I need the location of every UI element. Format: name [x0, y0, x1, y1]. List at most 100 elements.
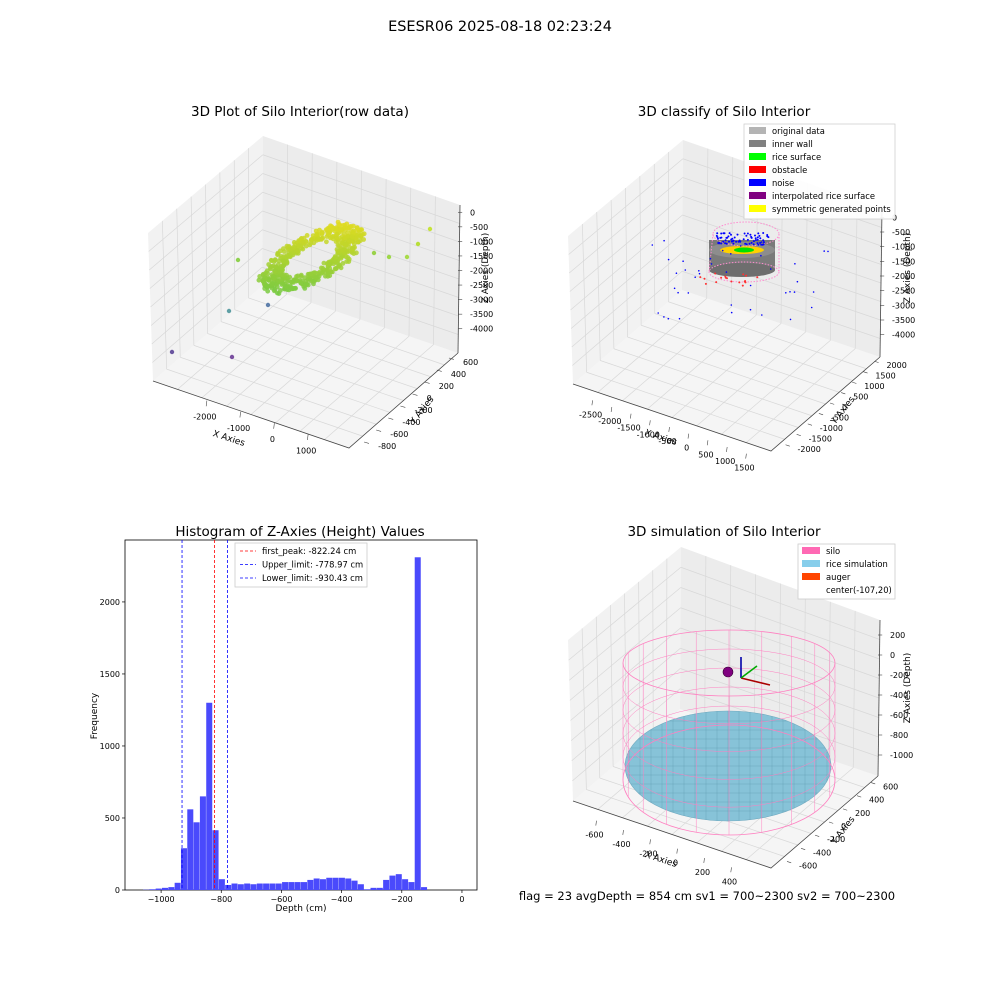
raw-point	[271, 275, 277, 281]
raw-outlier-point	[169, 349, 175, 355]
hist-bar	[288, 882, 295, 890]
raw-point	[337, 235, 342, 241]
raw-grid-line	[148, 154, 264, 252]
hist-legend-label: Upper_limit: -778.97 cm	[262, 560, 363, 570]
noise-point	[743, 232, 746, 235]
raw-point	[303, 282, 309, 288]
simulation-x-tick-mark	[703, 857, 705, 863]
noise-point	[759, 242, 762, 244]
raw-y-tick-label: 400	[451, 370, 466, 379]
raw-z-label: Z Axies (Depth)	[481, 233, 491, 304]
raw-y-tick-mark	[448, 357, 454, 360]
raw-point	[324, 239, 329, 245]
inner-wall-bottom	[709, 263, 775, 277]
hist-y-tick-label: 500	[105, 814, 120, 823]
simulation-legend-label: silo	[826, 546, 840, 556]
hist-bar	[421, 887, 428, 890]
raw-x-tick-label: 1000	[296, 446, 316, 455]
simulation-y-ticks: 600 400 200 0 -200 -400 -600	[786, 782, 898, 870]
simulation-x-label: X Axies	[643, 850, 678, 870]
hist-title: Histogram of Z-Axies (Height) Values	[175, 524, 424, 540]
raw-point	[268, 257, 274, 263]
hist-bar	[212, 830, 219, 890]
noise-point	[730, 311, 733, 314]
raw-point	[260, 277, 266, 283]
classify-grid-line	[721, 339, 831, 435]
noise-point	[698, 272, 701, 275]
classify-x-tick-mark	[745, 453, 747, 459]
hist-bar	[408, 882, 415, 890]
noise-point	[823, 250, 825, 252]
noise-point	[769, 268, 772, 270]
raw-x-tick-mark	[273, 423, 275, 429]
noise-point	[732, 239, 735, 242]
raw-y-tick-mark	[400, 405, 406, 408]
hist-bar	[168, 887, 175, 890]
simulation-z-tick-label: 0	[890, 651, 895, 660]
raw-grid-line	[408, 187, 412, 337]
classify-grid-line	[569, 177, 683, 274]
raw-point	[334, 247, 340, 252]
noise-point	[715, 234, 718, 237]
simulation-legend-label: rice simulation	[826, 559, 888, 569]
raw-point	[280, 258, 286, 264]
raw-grid-line	[248, 297, 445, 366]
classify-legend-label: interpolated rice surface	[772, 191, 875, 201]
raw-point	[334, 226, 339, 232]
classify-x-tick-label: -1000	[637, 430, 660, 439]
classify-x-tick-label: 1000	[715, 457, 735, 466]
simulation-axis-edge	[877, 619, 881, 777]
noise-point	[749, 284, 752, 287]
hist-y-ticks: 0 500 1000 1500 2000	[100, 598, 125, 895]
hist-bar	[180, 848, 187, 890]
obstacle-point	[714, 272, 717, 275]
raw-grid-line	[221, 321, 418, 389]
hist-bar	[332, 877, 339, 890]
raw-point	[277, 269, 283, 275]
noise-point	[731, 237, 734, 240]
raw-point	[336, 243, 342, 249]
raw-y-tick-mark	[436, 369, 442, 372]
raw-grid-line	[384, 179, 387, 328]
hist-threshold-lines	[181, 540, 229, 890]
classify-y-tick-label: 500	[853, 393, 868, 402]
raw-point	[354, 235, 360, 240]
classify-x-tick-mark	[687, 433, 690, 439]
raw-y-tick-mark	[412, 393, 418, 396]
classify-z-tick-label: -1000	[892, 243, 915, 252]
noise-point	[698, 270, 700, 272]
raw-point	[309, 237, 314, 243]
raw-y-tick-label: -800	[378, 442, 396, 451]
raw-point	[344, 259, 349, 264]
hist-bar	[402, 879, 409, 890]
simulation-z-tick-label: -400	[890, 691, 908, 700]
hist-bar	[326, 877, 333, 890]
raw-point	[314, 232, 319, 238]
raw-point	[358, 233, 364, 239]
raw-grid-line	[219, 172, 222, 322]
noise-point	[675, 272, 678, 275]
hist-bar	[237, 884, 244, 890]
raw-point	[327, 262, 332, 267]
classify-grid-line	[569, 195, 683, 292]
obstacle-point	[742, 273, 745, 276]
raw-z-tick-label: -1000	[470, 237, 493, 246]
classify-legend-swatch	[749, 166, 766, 173]
classify-legend-swatch	[749, 179, 766, 186]
simulation-x-tick-label: 400	[722, 877, 737, 886]
classify-y-tick-label: 1500	[875, 372, 895, 381]
simulation-x-tick-mark	[676, 848, 678, 854]
classify-y-tick-mark	[796, 434, 801, 437]
classify-axis-edge	[879, 208, 883, 358]
raw-point-cloud	[169, 219, 433, 360]
hist-bar	[395, 874, 402, 890]
simulation-z-tick-label: -1000	[890, 751, 913, 760]
raw-y-tick-label: -600	[390, 430, 408, 439]
raw-outlier-point	[265, 302, 271, 308]
simulation-x-tick-label: 0	[673, 859, 678, 868]
raw-point	[291, 244, 297, 250]
noise-point	[754, 237, 757, 240]
raw-point	[313, 275, 319, 281]
raw-point	[256, 277, 262, 283]
